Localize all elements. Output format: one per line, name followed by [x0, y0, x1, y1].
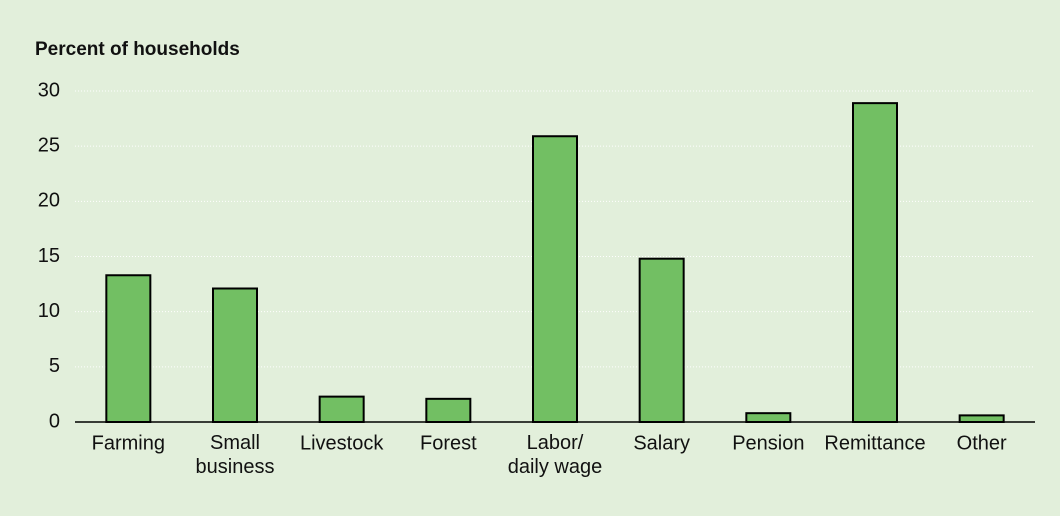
chart-title: Percent of households	[35, 39, 240, 60]
y-tick-label: 30	[38, 79, 60, 101]
bar	[318, 395, 365, 423]
bar	[852, 102, 898, 424]
y-tick-label: 15	[38, 245, 60, 267]
x-tick-label: Remittance	[824, 432, 925, 454]
bar	[212, 287, 258, 423]
x-tick-label: Livestock	[300, 432, 384, 454]
y-tick-label: 25	[38, 134, 60, 156]
x-tick-label: Farming	[92, 432, 165, 454]
bar	[425, 397, 472, 423]
bar	[105, 274, 152, 423]
x-tick-label: Labor/daily wage	[508, 432, 603, 478]
x-tick-label: Pension	[732, 432, 804, 454]
bar	[638, 257, 685, 423]
y-tick-label: 10	[38, 300, 60, 322]
y-tick-label: 20	[38, 190, 60, 212]
x-tick-label: Salary	[633, 432, 690, 454]
bar	[958, 414, 1005, 424]
y-tick-label: 0	[49, 410, 60, 432]
x-tick-label: Small business	[196, 432, 275, 478]
bar	[745, 412, 792, 424]
x-tick-label: Forest	[420, 432, 477, 454]
bar	[532, 135, 578, 423]
x-tick-label: Other	[957, 432, 1007, 454]
y-tick-label: 5	[49, 355, 60, 377]
